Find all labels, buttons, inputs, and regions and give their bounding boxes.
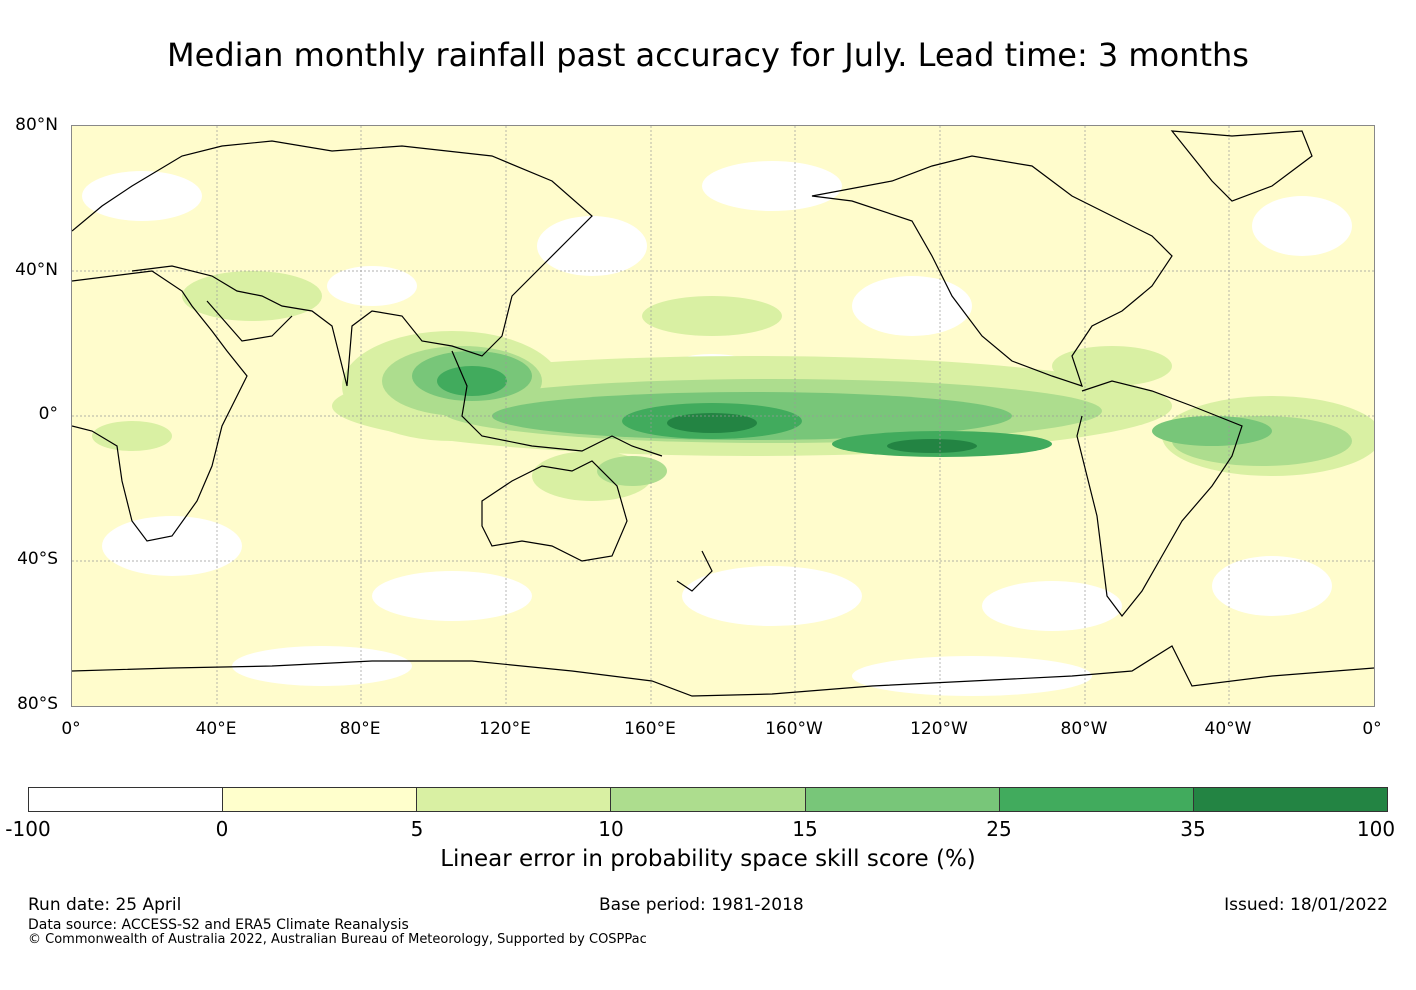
colorbar-tick-label: -100 (5, 817, 51, 841)
colorbar-segment-3 (417, 788, 612, 811)
colorbar-tick-label: 100 (1356, 817, 1396, 841)
lon-label-0-right: 0° (1362, 719, 1382, 739)
lat-label-40s: 40°S (17, 549, 58, 569)
colorbar-tick-label: 10 (598, 817, 624, 841)
lon-label-80w: 80°W (1060, 719, 1108, 739)
issued-date: Issued: 18/01/2022 (1224, 895, 1388, 915)
colorbar-tick-label: 25 (986, 817, 1012, 841)
colorbar (28, 787, 1388, 812)
colorbar-segment-7 (1193, 788, 1387, 811)
data-source: Data source: ACCESS-S2 and ERA5 Climate … (28, 917, 409, 933)
lat-label-equator: 0° (38, 404, 58, 424)
colorbar-segment-4 (611, 788, 806, 811)
lon-label-40e: 40°E (195, 719, 237, 739)
base-period: Base period: 1981-2018 (599, 895, 804, 915)
colorbar-tick-label: 0 (215, 817, 229, 841)
colorbar-segment-1 (29, 788, 224, 811)
map-gridlines (72, 126, 1374, 706)
copyright-notice: © Commonwealth of Australia 2022, Austra… (28, 932, 647, 947)
map-canvas (72, 126, 1374, 706)
colorbar-tick-label: 15 (792, 817, 818, 841)
run-date: Run date: 25 April (28, 895, 182, 915)
lon-label-0: 0° (61, 719, 81, 739)
colorbar-tick-label: 5 (410, 817, 424, 841)
lat-label-80s: 80°S (17, 694, 58, 714)
skill-35-100-areas (667, 413, 977, 453)
coastlines (72, 130, 1374, 697)
colorbar-segment-6 (999, 788, 1194, 811)
colorbar-tick-label: 35 (1180, 817, 1206, 841)
lon-label-40w: 40°W (1204, 719, 1252, 739)
lon-label-160e: 160°E (624, 719, 676, 739)
colorbar-title: Linear error in probability space skill … (440, 846, 976, 872)
lon-label-120w: 120°W (910, 719, 968, 739)
colorbar-segment-2 (223, 788, 418, 811)
lon-label-120e: 120°E (479, 719, 531, 739)
lon-label-160w: 160°W (765, 719, 823, 739)
lat-label-40n: 40°N (15, 260, 58, 280)
colorbar-segment-5 (805, 788, 1000, 811)
skill-score-map (71, 125, 1375, 707)
lon-label-80e: 80°E (339, 719, 381, 739)
map-title: Median monthly rainfall past accuracy fo… (167, 36, 1249, 74)
lat-label-80n: 80°N (15, 115, 58, 135)
